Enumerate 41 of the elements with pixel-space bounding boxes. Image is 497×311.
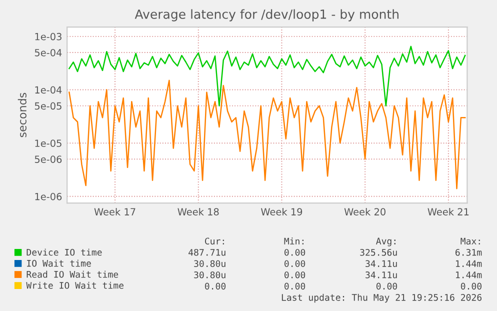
text: 0.00 — [284, 282, 306, 290]
x-tick-label: Week 19 — [261, 208, 302, 216]
text: 34.11u — [366, 260, 397, 268]
text: Cur: — [205, 238, 224, 245]
text: Avg: — [376, 238, 396, 246]
text: 487.71u — [188, 248, 226, 256]
text: 0.00 — [460, 282, 482, 290]
text: 0.00 — [284, 248, 306, 256]
y-tick-label: 5e-06 — [34, 156, 62, 163]
text: 0.00 — [376, 282, 398, 290]
text: Last update: Thu May 21 19:25:16 2026 — [282, 294, 482, 303]
text: 6.31m — [456, 248, 482, 256]
y-tick-label: 1e-03 — [35, 32, 62, 40]
text: 1.44m — [456, 272, 482, 278]
text: 30.80u — [194, 260, 226, 268]
y-axis-title: seconds — [18, 92, 26, 138]
y-tick-label: 1e-04 — [35, 86, 62, 94]
text: 30.80u — [194, 271, 226, 278]
y-tick-label: 5e-05 — [34, 102, 62, 110]
legend-label: Write IO Wait time — [26, 282, 124, 289]
y-tick-label: 5e-04 — [34, 48, 62, 56]
legend-label: Device IO time — [26, 248, 102, 256]
text: 0.00 — [284, 271, 306, 278]
text: 0.00 — [284, 260, 306, 268]
y-tick-label: 1e-05 — [35, 140, 62, 147]
text: 34.11u — [366, 271, 397, 278]
text: 0.00 — [204, 282, 226, 290]
chart-title: Average latency for /dev/loop1 - by month — [134, 9, 398, 22]
y-tick-label: 1e-06 — [35, 192, 62, 200]
legend-label: IO Wait time — [27, 260, 91, 267]
line-series — [68, 80, 466, 190]
x-tick-label: Week 17 — [94, 208, 136, 216]
text: Min: — [284, 238, 304, 244]
text: Max: — [460, 238, 480, 245]
x-tick-label: Week 20 — [344, 208, 386, 216]
x-tick-label: Week 18 — [178, 208, 219, 216]
legend-label: Read IO Wait time — [26, 270, 118, 278]
x-tick-label: Week 21 — [428, 208, 469, 216]
text: 325.56u — [360, 248, 397, 256]
line-series — [68, 46, 466, 106]
text: 1.44m — [456, 260, 482, 267]
